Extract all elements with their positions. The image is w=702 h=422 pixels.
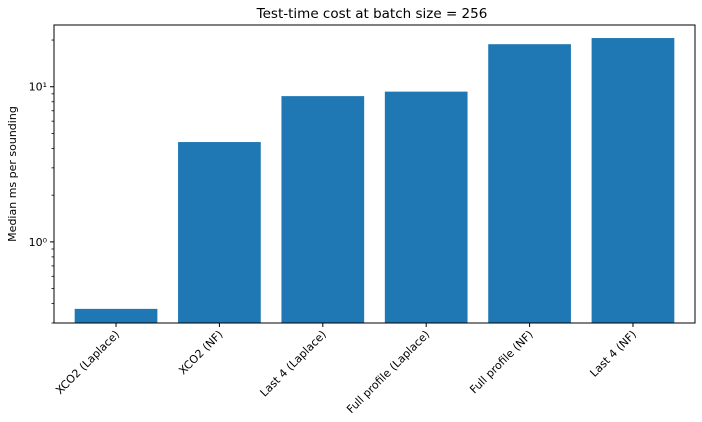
x-tick-label: Last 4 (NF)	[587, 328, 639, 380]
bars-group	[74, 38, 675, 324]
bar-1	[178, 142, 261, 323]
bar-5	[591, 38, 675, 323]
y-tick-label: 10⁰	[29, 236, 48, 249]
y-axis-ticks: 10⁰ 10¹	[29, 39, 54, 324]
y-axis-label: Median ms per sounding	[6, 106, 19, 242]
bar-2	[281, 96, 365, 323]
bar-4	[488, 44, 571, 324]
x-tick-label: Full profile (Laplace)	[344, 328, 432, 416]
plot-frame	[53, 24, 696, 324]
x-axis-ticks: XCO2 (Laplace) XCO2 (NF) Last 4 (Laplace) F…	[53, 323, 639, 416]
bar-3	[384, 91, 468, 324]
chart-title: Test-time cost at batch size = 256	[256, 6, 488, 22]
x-tick-label: XCO2 (Laplace)	[53, 328, 122, 397]
x-tick-label: XCO2 (NF)	[176, 328, 225, 377]
y-tick-label: 10¹	[29, 81, 47, 94]
bar-0	[74, 308, 158, 323]
x-tick-label: Last 4 (Laplace)	[258, 328, 329, 399]
x-tick-label: Full profile (NF)	[467, 328, 535, 396]
